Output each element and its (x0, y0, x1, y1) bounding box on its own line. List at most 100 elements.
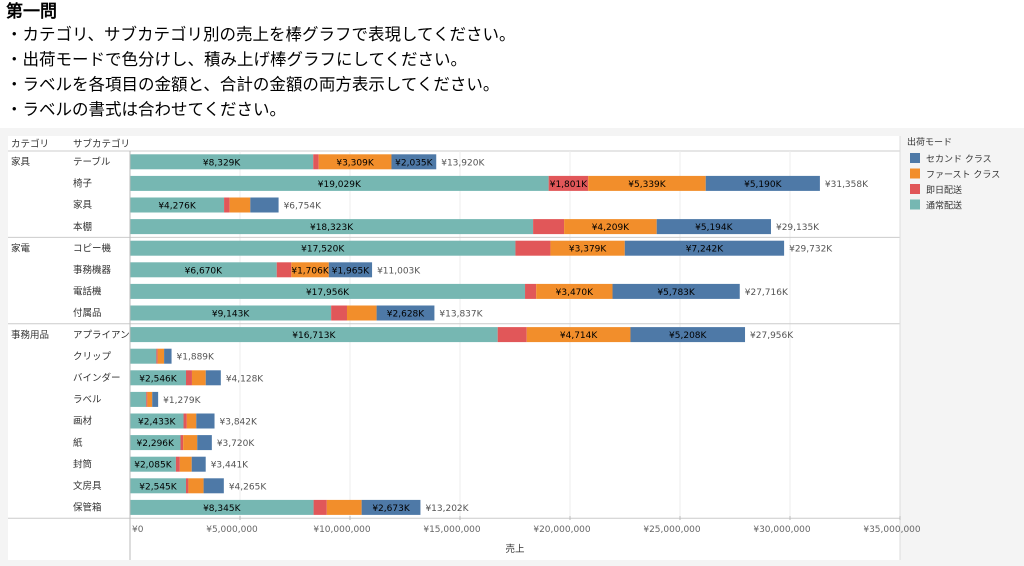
data-label: ¥2,545K (139, 482, 177, 492)
total-label: ¥1,279K (163, 396, 201, 406)
subcategory-label: 画材 (73, 415, 93, 427)
bar-segment-same-day (186, 370, 192, 386)
bar-segment-same-day (533, 219, 565, 235)
bar-segment-second-class (152, 391, 159, 407)
data-label: ¥2,296K (137, 439, 175, 449)
legend-label: 通常配送 (926, 200, 962, 212)
total-label: ¥1,889K (177, 353, 215, 363)
total-label: ¥13,202K (425, 504, 469, 514)
data-label: ¥5,208K (669, 331, 707, 341)
bar-segment-standard (130, 348, 157, 364)
subcategory-label: ラベル (73, 395, 102, 406)
bar-segment-same-day (185, 478, 189, 494)
subcategory-label: 文房具 (73, 480, 102, 492)
subcategory-label: 本棚 (73, 221, 92, 233)
bar-segment-second-class (164, 348, 172, 364)
bar-segment-standard (130, 219, 534, 235)
data-label: ¥3,309K (336, 158, 374, 168)
x-tick-label: ¥0 (132, 525, 144, 535)
data-label: ¥3,470K (556, 288, 594, 298)
row-header-category: カテゴリ (11, 138, 49, 150)
bar-segment-same-day (548, 175, 589, 191)
category-label: 事務用品 (11, 329, 49, 341)
bar-segment-second-class (705, 175, 820, 191)
legend-swatch-standard (910, 199, 920, 210)
bar-segment-standard (130, 197, 225, 213)
bar-segment-second-class (197, 435, 212, 451)
total-label: ¥31,358K (825, 180, 869, 190)
data-label: ¥8,329K (203, 158, 241, 168)
category-label: 家具 (11, 156, 31, 168)
data-label: ¥2,673K (372, 504, 410, 514)
total-label: ¥4,265K (229, 482, 267, 492)
bar-segment-standard (130, 305, 332, 321)
data-label: ¥6,670K (185, 266, 223, 276)
bar-segment-same-day (515, 240, 551, 256)
data-label: ¥1,965K (332, 266, 370, 276)
x-tick-label: ¥10,000,000 (313, 525, 371, 535)
data-label: ¥7,242K (686, 245, 724, 255)
total-label: ¥6,754K (284, 202, 322, 212)
bar-segment-standard (130, 435, 181, 451)
subcategory-label: 保管箱 (73, 502, 102, 514)
subcategory-label: 封筒 (73, 458, 92, 470)
bar-segment-standard (130, 240, 516, 256)
total-label: ¥13,837K (439, 310, 483, 320)
data-label: ¥17,956K (306, 288, 350, 298)
bar-segment-standard (130, 262, 277, 278)
bar-segment-first-class (326, 499, 362, 515)
bar-segment-standard (130, 175, 549, 191)
bar-segment-second-class (612, 283, 740, 299)
data-label: ¥2,628K (387, 310, 425, 320)
bar-segment-first-class (318, 154, 392, 170)
bar-segment-second-class (391, 154, 437, 170)
bar-segment-first-class (147, 391, 153, 407)
data-label: ¥17,520K (301, 245, 345, 255)
bar-segment-standard (130, 154, 314, 170)
subcategory-label: 家具 (73, 199, 93, 211)
legend-title: 出荷モード (907, 136, 952, 148)
bar-segment-same-day (146, 391, 148, 407)
data-label: ¥4,209K (592, 223, 630, 233)
total-label: ¥29,732K (789, 245, 833, 255)
total-label: ¥27,956K (750, 331, 794, 341)
bar-segment-second-class (205, 370, 221, 386)
subcategory-label: 事務機器 (73, 264, 112, 276)
x-tick-label: ¥35,000,000 (863, 525, 921, 535)
instructions: 第一問 ・カテゴリ、サブカテゴリ別の売上を棒グラフで表現してください。 ・出荷モ… (6, 0, 1016, 122)
instruction-line-2: ・出荷モードで色分けし、積み上げ棒グラフにしてください。 (6, 50, 468, 69)
legend-label: 即日配送 (926, 184, 962, 196)
total-label: ¥3,720K (217, 439, 255, 449)
subcategory-label: 椅子 (73, 178, 93, 190)
bar-segment-second-class (203, 478, 224, 494)
bar-segment-same-day (180, 435, 184, 451)
total-label: ¥13,920K (441, 158, 485, 168)
data-label: ¥9,143K (212, 310, 250, 320)
bar-segment-first-class (550, 240, 625, 256)
total-label: ¥27,716K (745, 288, 789, 298)
total-label: ¥3,441K (211, 461, 249, 471)
bar-segment-first-class (564, 219, 657, 235)
bar-segment-standard (130, 327, 498, 343)
bar-segment-same-day (276, 262, 292, 278)
subcategory-label: アプライアンス (73, 330, 139, 341)
bar-segment-first-class (536, 283, 613, 299)
bar-segment-standard (130, 478, 186, 494)
x-tick-label: ¥25,000,000 (643, 525, 701, 535)
chart-panel: カテゴリ サブカテゴリ 家具 テーブル ¥8,329K ¥3,309K ¥2,035K ¥13… (0, 128, 1024, 566)
x-tick-label: ¥30,000,000 (753, 525, 811, 535)
data-label: ¥8,345K (203, 504, 241, 514)
instruction-line-1: ・カテゴリ、サブカテゴリ別の売上を棒グラフで表現してください。 (6, 25, 516, 44)
bar-segment-first-class (186, 413, 197, 429)
bar-segment-first-class (291, 262, 329, 278)
data-label: ¥5,190K (744, 180, 782, 190)
x-tick-label: ¥5,000,000 (206, 525, 258, 535)
bar-segment-second-class (630, 327, 746, 343)
legend-swatch-first-class (910, 168, 920, 179)
data-label: ¥1,801K (550, 180, 588, 190)
bar-segment-second-class (624, 240, 785, 256)
legend-label: ファースト クラス (926, 170, 1000, 181)
bar-segment-second-class (196, 413, 215, 429)
data-label: ¥2,085K (134, 461, 172, 471)
